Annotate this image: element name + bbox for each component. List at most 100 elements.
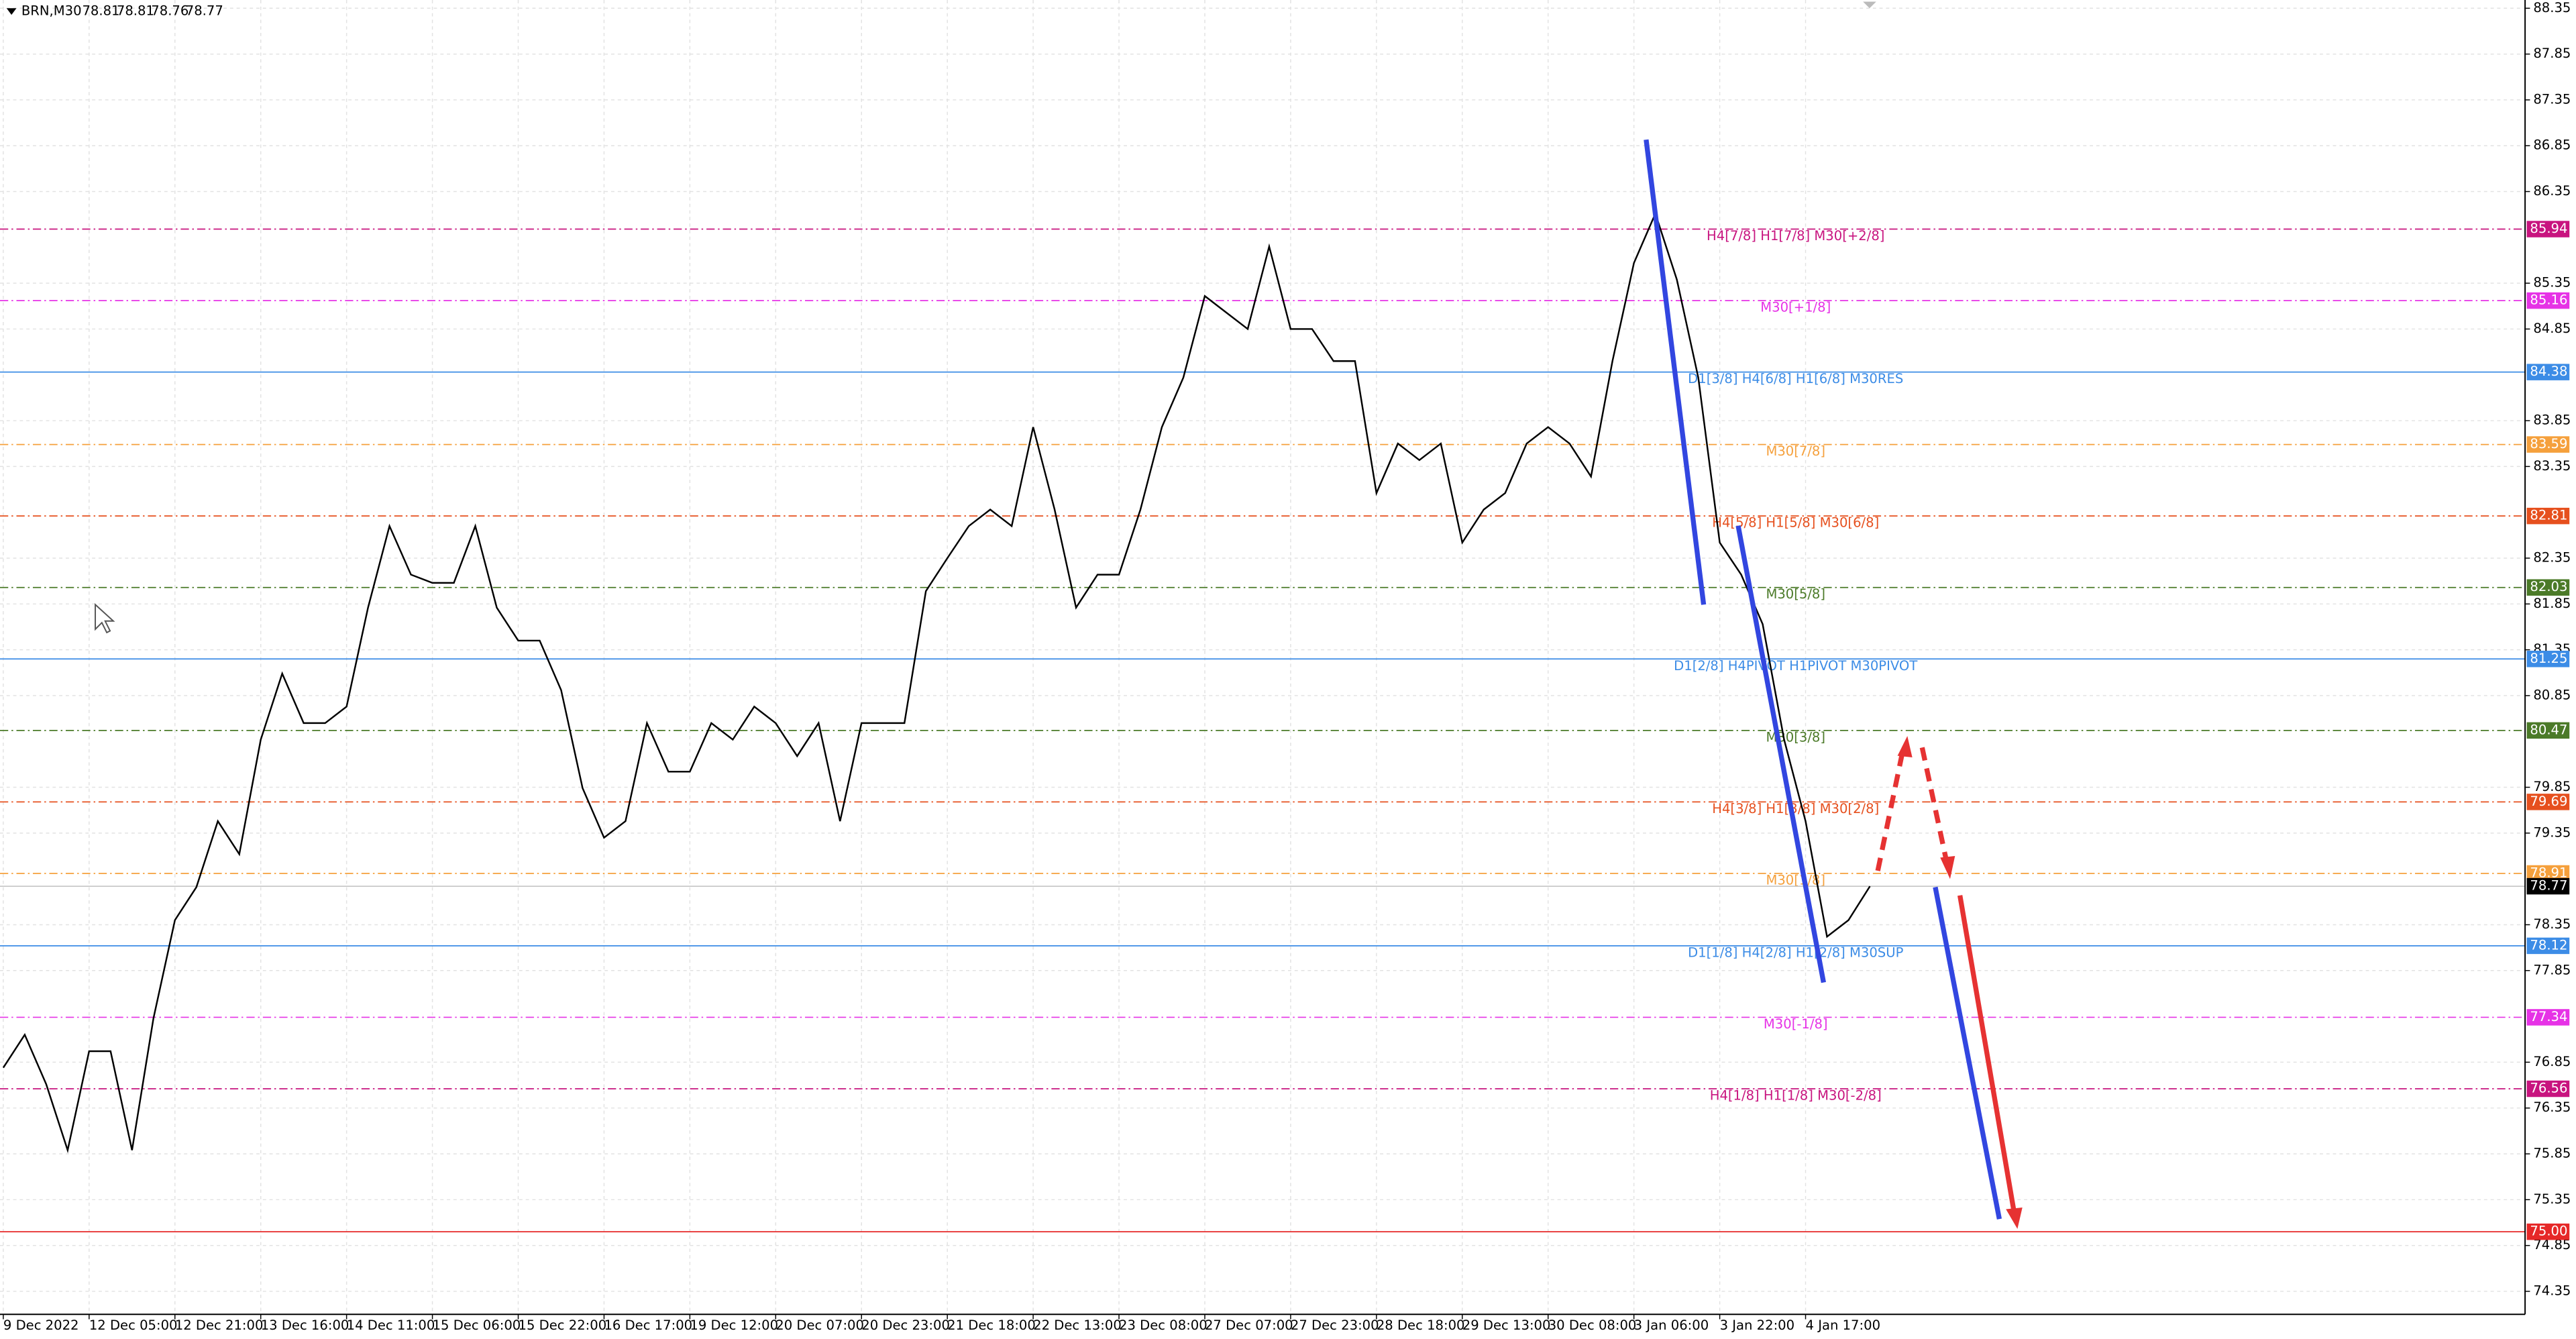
level-price-box xyxy=(2526,794,2570,810)
x-tick-label: 20 Dec 07:00 xyxy=(775,1318,864,1333)
level-price-label: 85.16 xyxy=(2530,292,2567,308)
y-tick-label: 87.85 xyxy=(2533,46,2571,61)
x-tick-label: 14 Dec 11:00 xyxy=(347,1318,435,1333)
level-label: H4[1/8] H1[1/8] M30[-2/8] xyxy=(1710,1088,1882,1104)
menu-arrow xyxy=(6,8,17,15)
trend-line xyxy=(1933,886,2002,1220)
x-tick-label: 21 Dec 18:00 xyxy=(947,1318,1036,1333)
x-tick-label: 23 Dec 08:00 xyxy=(1119,1318,1208,1333)
series xyxy=(2,211,1871,1154)
y-tick-label: 79.85 xyxy=(2533,779,2571,794)
level-price-label: 82.81 xyxy=(2530,508,2567,523)
x-tick-label: 22 Dec 13:00 xyxy=(1033,1318,1122,1333)
level-price-box xyxy=(2526,436,2570,453)
level-price-label: 76.56 xyxy=(2530,1081,2567,1096)
level-price-label: 85.94 xyxy=(2530,221,2567,236)
x-tick-label: 27 Dec 23:00 xyxy=(1291,1318,1379,1333)
grid xyxy=(0,0,2526,1315)
y-tick-label: 86.35 xyxy=(2533,183,2571,199)
level-price-label: 75.00 xyxy=(2530,1224,2567,1239)
y-tick-label: 74.35 xyxy=(2533,1283,2571,1298)
level-label: M30[+1/8] xyxy=(1760,300,1831,315)
x-tick-label: 20 Dec 23:00 xyxy=(861,1318,950,1333)
current-price-label: 78.77 xyxy=(2530,878,2567,894)
level-label: M30[-1/8] xyxy=(1764,1016,1828,1032)
scroll-marker xyxy=(1863,1,1876,9)
y-tick-label: 77.85 xyxy=(2533,962,2571,977)
axis-labels: 88.35 87.85 87.35 86.85 86.35 85.35 84.85 83.85… xyxy=(3,0,2571,1333)
y-tick-label: 88.35 xyxy=(2533,0,2571,15)
level-price-box xyxy=(2526,651,2570,667)
symbol: BRN,M30 xyxy=(21,3,82,19)
x-tick-label: 4 Jan 17:00 xyxy=(1806,1318,1881,1333)
level-price-box xyxy=(2526,1080,2570,1097)
level-price-box xyxy=(2526,722,2570,739)
x-tick-label: 12 Dec 21:00 xyxy=(175,1318,264,1333)
y-tick-label: 78.35 xyxy=(2533,916,2571,932)
level-price-label: 80.47 xyxy=(2530,722,2567,737)
x-tick-label: 16 Dec 17:00 xyxy=(604,1318,692,1333)
level-price-label: 78.12 xyxy=(2530,937,2567,953)
trend-line xyxy=(1644,139,1707,605)
y-tick-label: 85.35 xyxy=(2533,275,2571,290)
level-price-box xyxy=(2526,507,2570,525)
x-tick-label: 27 Dec 07:00 xyxy=(1205,1318,1293,1333)
level-price-label: 77.34 xyxy=(2530,1009,2567,1024)
level-price-box xyxy=(2526,1223,2570,1240)
y-tick-label: 75.35 xyxy=(2533,1191,2571,1207)
ohlc-open: 78.81 xyxy=(82,3,119,19)
level-label: D1[1/8] H4[2/8] H1[2/8] M30SUP xyxy=(1688,945,1903,960)
level-price-box xyxy=(2526,221,2570,237)
level-label: M30[7/8] xyxy=(1766,443,1825,459)
x-tick-label: 30 Dec 08:00 xyxy=(1548,1318,1637,1333)
y-tick-label: 83.85 xyxy=(2533,413,2571,428)
x-tick-label: 13 Dec 16:00 xyxy=(261,1318,350,1333)
level-label: M30[1/8] xyxy=(1766,872,1825,888)
level-label: D1[2/8] H4PIVOT H1PIVOT M30PIVOT xyxy=(1674,658,1918,674)
x-tick-label: 28 Dec 18:00 xyxy=(1377,1318,1465,1333)
x-tick-label: 12 Dec 05:00 xyxy=(89,1318,178,1333)
ohlc-close: 78.77 xyxy=(186,3,223,19)
y-tick-label: 76.85 xyxy=(2533,1054,2571,1069)
level-label: H4[7/8] H1[7/8] M30[+2/8] xyxy=(1707,228,1884,244)
y-tick-label: 87.35 xyxy=(2533,91,2571,107)
level-label: D1[3/8] H4[6/8] H1[6/8] M30RES xyxy=(1688,371,1903,386)
x-tick-label: 3 Jan 22:00 xyxy=(1720,1318,1795,1333)
x-tick-label: 15 Dec 22:00 xyxy=(519,1318,607,1333)
y-tick-label: 74.85 xyxy=(2533,1237,2571,1252)
x-tick-label: 15 Dec 06:00 xyxy=(433,1318,521,1333)
price-line xyxy=(2,211,1871,1154)
y-tick-label: 75.85 xyxy=(2533,1146,2571,1161)
arrow-head xyxy=(2006,1208,2023,1229)
level-price-box xyxy=(2526,579,2570,596)
levels: H4[7/8] H1[7/8] M30[+2/8] M30[+1/8] D1[3/8… xyxy=(0,228,2526,1232)
forecast-arrow xyxy=(1957,895,2017,1214)
arrow-head xyxy=(1897,736,1913,758)
x-tick-label: 19 Dec 12:00 xyxy=(690,1318,778,1333)
current-price-box xyxy=(2526,877,2570,895)
ohlc-high: 78.81 xyxy=(117,3,154,19)
x-tick-label: 3 Jan 06:00 xyxy=(1634,1318,1709,1333)
x-tick-label: 9 Dec 2022 xyxy=(3,1318,79,1333)
y-tick-label: 86.85 xyxy=(2533,138,2571,153)
y-tick-label: 80.85 xyxy=(2533,687,2571,702)
level-price-label: 83.59 xyxy=(2530,436,2567,451)
level-price-label: 84.38 xyxy=(2530,364,2567,379)
forecast-arrow xyxy=(1919,747,1949,863)
ohlc-low: 78.76 xyxy=(151,3,189,19)
y-tick-label: 83.35 xyxy=(2533,458,2571,474)
level-label: H4[3/8] H1[3/8] M30[2/8] xyxy=(1712,801,1879,816)
trend-line xyxy=(1735,525,1826,983)
level-price-box xyxy=(2526,364,2570,380)
level-price-label: 81.25 xyxy=(2530,651,2567,666)
level-price-label: 78.91 xyxy=(2530,865,2567,880)
level-price-label: 79.69 xyxy=(2530,794,2567,809)
annotations xyxy=(1644,139,2023,1229)
level-label: M30[5/8] xyxy=(1766,586,1825,602)
arrow-head xyxy=(1940,855,1955,879)
level-price-label: 82.03 xyxy=(2530,579,2567,594)
y-tick-label: 84.85 xyxy=(2533,321,2571,336)
